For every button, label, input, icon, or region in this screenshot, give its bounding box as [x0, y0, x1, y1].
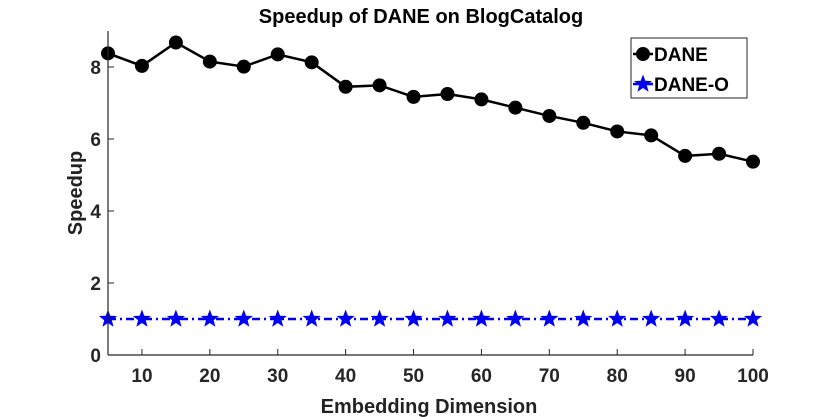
dane-point	[712, 146, 727, 161]
chart-title: Speedup of DANE on BlogCatalog	[259, 6, 583, 28]
dane-o-point	[540, 309, 559, 327]
dane-o-point	[472, 309, 491, 327]
dane-point	[168, 35, 183, 50]
dane-o-point	[710, 309, 729, 327]
dane-o-point	[743, 309, 763, 327]
dane-point	[236, 59, 251, 74]
dane-o-point	[608, 309, 627, 327]
dane-point	[270, 47, 285, 62]
dane-o-point	[574, 309, 593, 327]
dane-point	[678, 148, 693, 163]
dane-point	[304, 55, 319, 70]
dane-point	[508, 100, 523, 115]
dane-o-point	[234, 309, 253, 327]
dane-o-point	[370, 309, 389, 327]
dane-point	[474, 92, 489, 107]
legend-dane-label: DANE	[654, 45, 708, 66]
dane-o-point	[200, 309, 219, 327]
x-axis-label: Embedding Dimension	[321, 396, 538, 417]
x-tick-label: 70	[539, 366, 560, 387]
dane-point	[746, 154, 760, 169]
x-tick-label: 10	[131, 366, 152, 387]
legend-dane-marker	[636, 47, 650, 61]
dane-point	[440, 87, 455, 101]
x-tick-label: 60	[471, 366, 492, 387]
dane-point	[542, 108, 557, 123]
dane-o-point	[132, 309, 151, 327]
dane-o-point	[438, 309, 457, 327]
dane-o-point	[268, 309, 287, 327]
x-tick-label: 80	[607, 366, 628, 387]
x-axis-ticks: 10 20 30 40 50 60 70 80 90 100	[131, 349, 769, 387]
y-tick-label: 0	[90, 346, 101, 367]
dane-point	[202, 54, 217, 69]
y-axis-label: Speedup	[65, 151, 87, 235]
dane-point	[406, 89, 421, 104]
x-tick-label: 30	[267, 366, 288, 387]
dane-o-point	[506, 309, 525, 327]
y-tick-label: 2	[90, 274, 101, 295]
dane-o-point	[166, 309, 185, 327]
dane-point	[338, 79, 353, 94]
dane-o-point	[302, 309, 321, 327]
dane-point	[372, 78, 387, 93]
dane-o-point	[642, 309, 661, 327]
dane-point	[644, 128, 659, 143]
y-axis-ticks: 0 2 4 6 8	[90, 58, 114, 367]
dane-o-point	[676, 309, 695, 327]
y-tick-label: 8	[90, 58, 101, 79]
dane-o-point	[404, 309, 423, 327]
x-tick-label: 40	[335, 366, 356, 387]
dane-o-point	[336, 309, 355, 327]
x-tick-label: 90	[675, 366, 696, 387]
legend-dane-o-marker	[633, 74, 653, 92]
series-layer	[98, 35, 763, 327]
dane-point	[576, 115, 591, 130]
y-tick-label: 4	[90, 202, 101, 223]
legend-dane-o-label: DANE-O	[654, 75, 729, 96]
x-tick-label: 100	[737, 366, 769, 387]
dane-point	[610, 124, 625, 139]
legend-box	[630, 37, 748, 99]
legend: DANE DANE-O	[630, 37, 748, 99]
y-tick-label: 6	[90, 130, 101, 151]
x-tick-label: 50	[403, 366, 424, 387]
dane-point	[134, 58, 149, 73]
x-tick-label: 20	[199, 366, 220, 387]
